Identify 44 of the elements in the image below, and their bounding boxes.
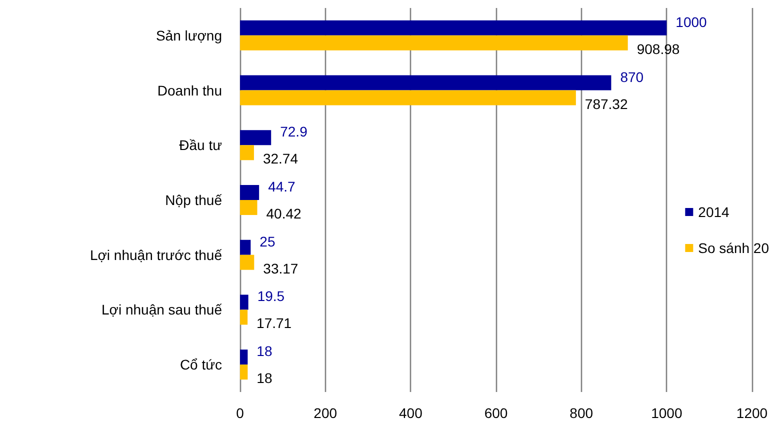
legend-label: 2014 <box>698 204 730 220</box>
legend-label: So sánh 20 <box>698 240 770 256</box>
x-tick-label: 600 <box>484 405 508 421</box>
x-tick-label: 0 <box>236 405 244 421</box>
bar <box>240 75 612 90</box>
bar <box>240 90 576 106</box>
data-label: 44.7 <box>268 178 296 194</box>
y-tick-label: Nộp thuế <box>165 192 222 208</box>
data-label: 17.71 <box>256 315 292 332</box>
data-label: 33.17 <box>263 260 298 276</box>
bar <box>240 240 251 255</box>
data-label: 40.42 <box>266 206 302 222</box>
bar <box>240 145 254 160</box>
y-tick-label: Đầu tư <box>179 137 222 154</box>
data-label: 18 <box>256 370 272 386</box>
y-tick-label: Lợi nhuận sau thuế <box>102 302 222 318</box>
data-label: 908.98 <box>636 40 680 57</box>
x-tick-label: 800 <box>570 405 594 421</box>
data-label: 787.32 <box>584 96 628 112</box>
y-tick-label: Sản lượng <box>156 27 222 44</box>
y-tick-label: Cổ tức <box>180 356 222 373</box>
data-label: 1000 <box>676 14 708 30</box>
data-label: 72.9 <box>280 124 308 140</box>
bar <box>240 200 258 215</box>
x-tick-label: 1200 <box>736 405 768 421</box>
data-label: 18 <box>256 343 272 360</box>
data-label: 870 <box>620 68 644 85</box>
data-label: 25 <box>260 233 276 250</box>
bar <box>240 35 628 50</box>
bar <box>240 310 248 325</box>
bar <box>240 254 254 270</box>
bar <box>240 294 248 310</box>
y-tick-label: Doanh thu <box>157 82 222 98</box>
x-tick-label: 200 <box>314 405 338 421</box>
y-tick-label: Lợi nhuận trước thuế <box>90 246 222 263</box>
bar <box>240 20 667 36</box>
bar <box>240 130 272 146</box>
x-tick-label: 1000 <box>651 405 682 421</box>
bar <box>240 364 248 380</box>
bar <box>240 350 248 365</box>
x-tick-label: 400 <box>398 405 423 421</box>
data-label: 32.74 <box>262 150 298 167</box>
bar <box>240 185 260 200</box>
data-label: 19.5 <box>257 288 285 304</box>
